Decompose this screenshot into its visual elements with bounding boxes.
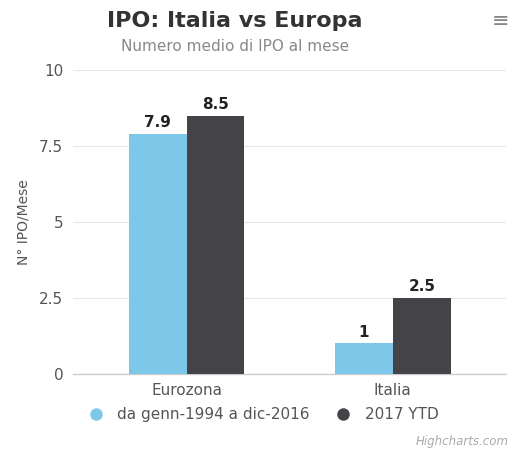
Bar — [335, 343, 393, 374]
Text: 7.9: 7.9 — [144, 116, 171, 130]
Bar — [129, 134, 186, 374]
Text: Numero medio di IPO al mese: Numero medio di IPO al mese — [121, 39, 349, 53]
Text: 2.5: 2.5 — [408, 279, 435, 294]
Legend: da genn-1994 a dic-2016, 2017 YTD: da genn-1994 a dic-2016, 2017 YTD — [80, 407, 438, 422]
Bar — [186, 116, 244, 374]
Bar — [393, 298, 450, 374]
Text: 8.5: 8.5 — [202, 97, 229, 112]
Text: Highcharts.com: Highcharts.com — [416, 435, 509, 448]
Text: IPO: Italia vs Europa: IPO: Italia vs Europa — [107, 11, 363, 31]
Text: ≡: ≡ — [491, 11, 509, 31]
Y-axis label: N° IPO/Mese: N° IPO/Mese — [17, 179, 31, 265]
Text: 1: 1 — [359, 325, 369, 340]
